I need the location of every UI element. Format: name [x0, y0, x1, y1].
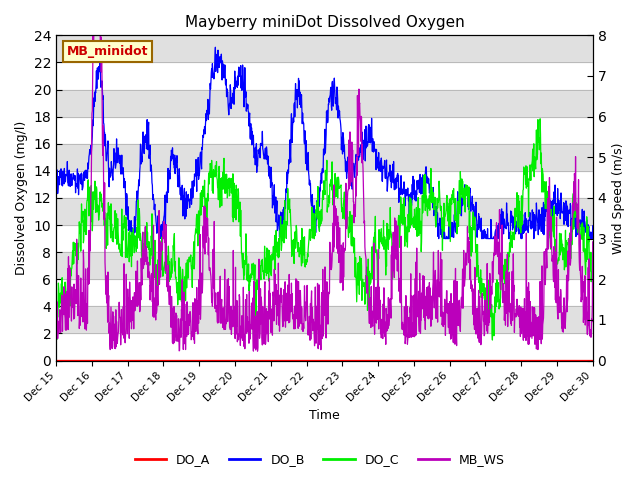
Legend: DO_A, DO_B, DO_C, MB_WS: DO_A, DO_B, DO_C, MB_WS [130, 448, 510, 471]
Bar [56, 36, 593, 62]
Title: Mayberry miniDot Dissolved Oxygen: Mayberry miniDot Dissolved Oxygen [184, 15, 464, 30]
Bar [56, 90, 593, 117]
Bar [56, 198, 593, 225]
Text: MB_minidot: MB_minidot [67, 45, 148, 58]
Bar [56, 306, 593, 334]
X-axis label: Time: Time [309, 409, 340, 422]
Y-axis label: Wind Speed (m∕s): Wind Speed (m∕s) [612, 142, 625, 254]
Bar [56, 252, 593, 279]
Y-axis label: Dissolved Oxygen (mg/l): Dissolved Oxygen (mg/l) [15, 121, 28, 275]
Bar [56, 144, 593, 171]
